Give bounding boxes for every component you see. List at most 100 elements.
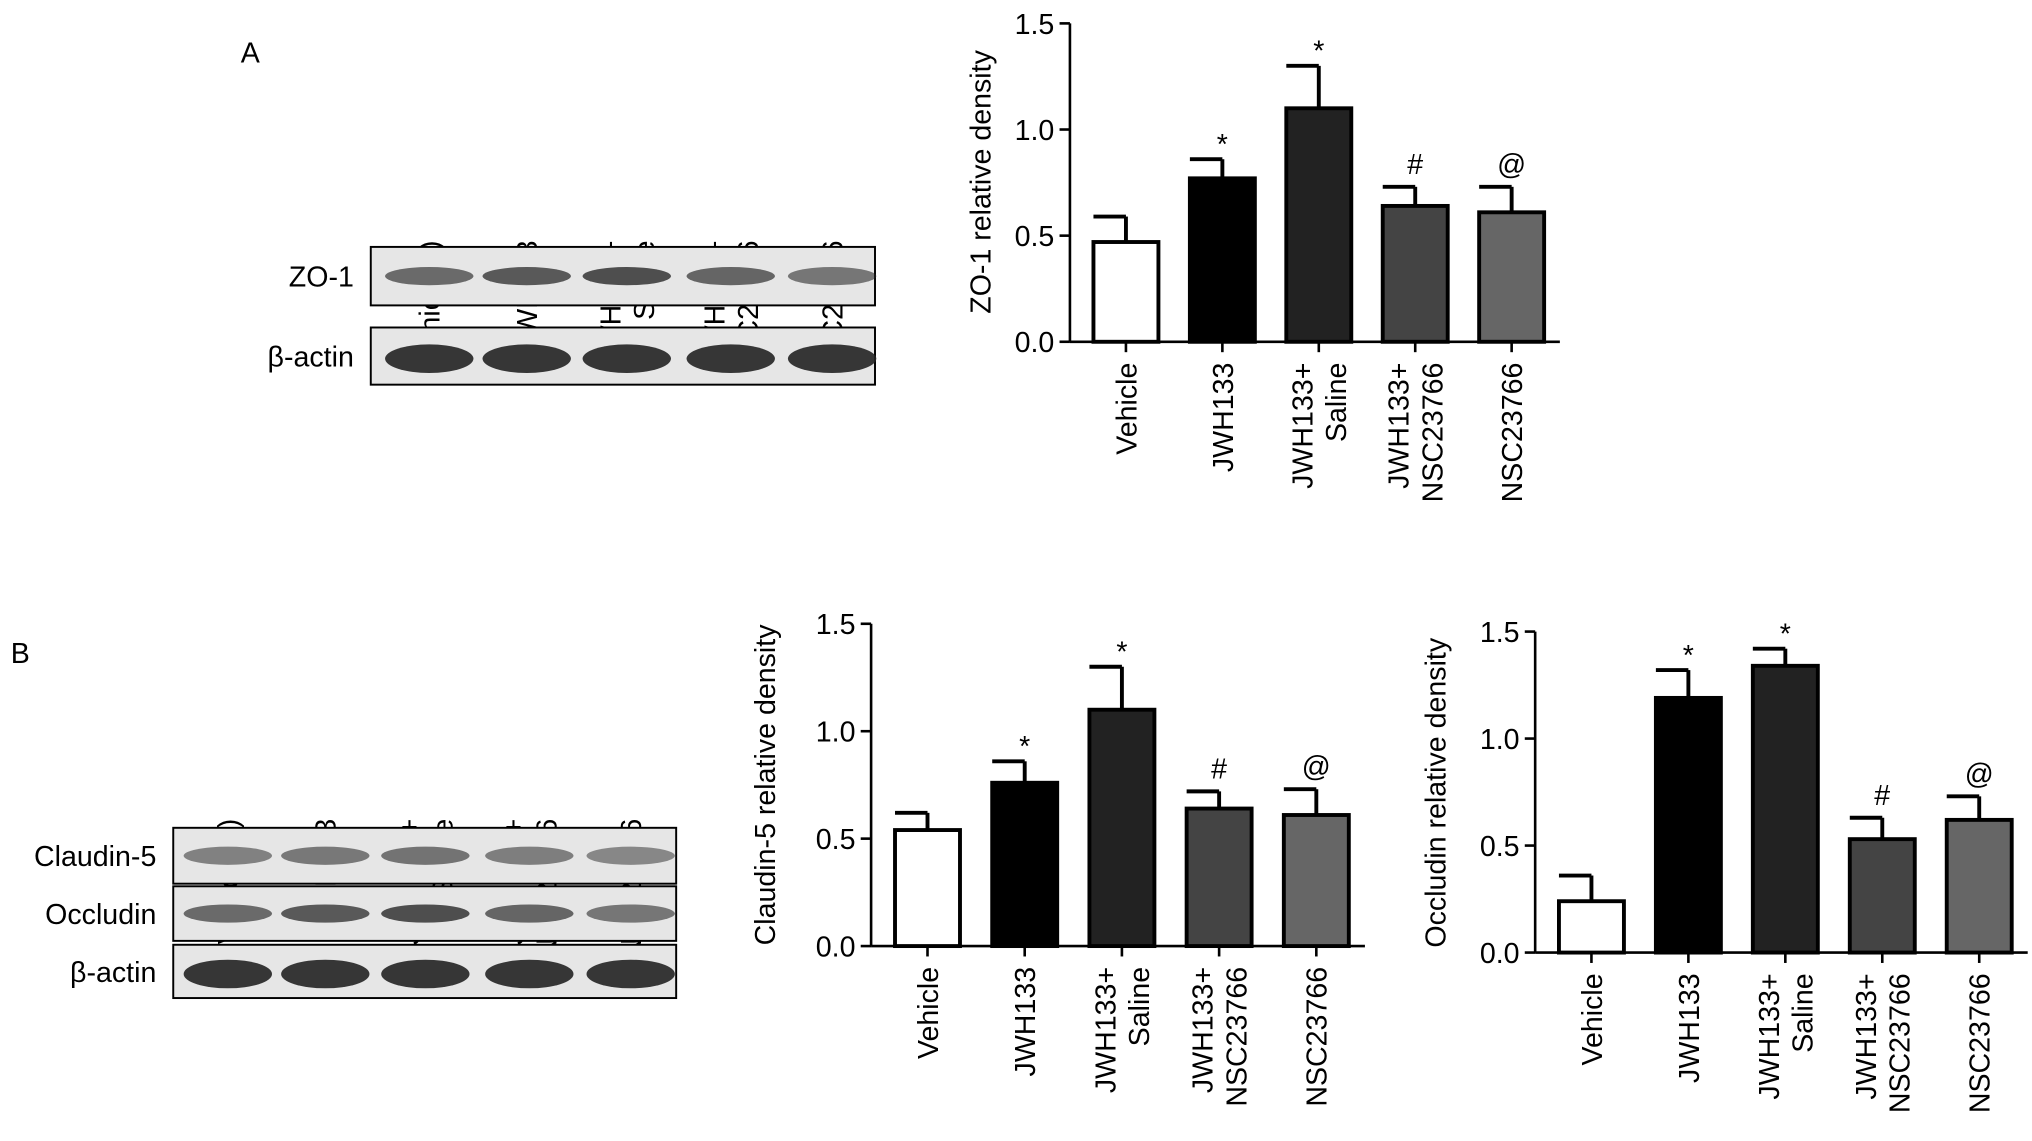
blot-band (281, 846, 370, 865)
blot-band (586, 846, 675, 865)
x-tick-label-line: Saline (1788, 973, 1820, 1052)
row-label: Occludin (45, 899, 156, 931)
bar (1281, 813, 1351, 949)
x-tick-label-group: JWH133 (1010, 967, 1042, 1077)
x-tick-label-line: JWH133+ (1188, 967, 1220, 1093)
blot-band (482, 267, 571, 286)
x-tick-label: JWH133+Saline (1287, 363, 1353, 489)
y-tick-label: 0.5 (816, 824, 856, 856)
x-tick-label: JWH133+NSC23766 (1188, 967, 1254, 1107)
x-tick-label-line: JWH133+ (1754, 973, 1786, 1099)
blot-band (582, 267, 671, 286)
significance-marker: @ (1965, 758, 1994, 790)
x-tick-label-line: Saline (1321, 363, 1353, 442)
x-tick-label-line: JWH133 (1208, 363, 1240, 473)
x-tick-label-group: JWH133+NSC23766 (1188, 967, 1254, 1107)
x-tick-label: JWH133+NSC23766 (1851, 973, 1917, 1113)
blot-band (281, 904, 370, 923)
y-tick-label: 1.5 (1480, 617, 1520, 649)
x-tick-label: Vehicle (1577, 973, 1609, 1065)
panel-letter: A (241, 37, 260, 69)
y-tick-label: 1.5 (816, 609, 856, 641)
bar (1087, 707, 1157, 949)
blot-band (686, 344, 775, 373)
significance-marker: @ (1302, 751, 1331, 783)
x-tick-label-line: NSC23766 (1221, 967, 1253, 1107)
x-tick-label-line: NSC23766 (1497, 363, 1529, 503)
x-tick-label-line: NSC23766 (1885, 973, 1917, 1113)
x-tick-label-line: JWH133+ (1384, 363, 1416, 489)
x-tick-label-group: NSC23766 (1965, 973, 1997, 1113)
significance-marker: * (1780, 618, 1791, 650)
significance-marker: # (1407, 149, 1423, 181)
blot-band (787, 344, 877, 373)
x-tick-label: JWH133 (1010, 967, 1042, 1077)
blot-band (385, 267, 474, 286)
x-tick-label-group: JWH133+NSC23766 (1384, 363, 1450, 503)
x-tick-label: NSC23766 (1497, 363, 1529, 503)
blot-band (381, 959, 470, 989)
y-tick-label: 0.5 (1480, 831, 1520, 863)
y-axis-label: Occludin relative density (1420, 637, 1452, 947)
significance-marker: @ (1497, 149, 1526, 181)
row-label: ZO-1 (289, 262, 354, 294)
x-tick-label-line: Saline (1124, 967, 1156, 1046)
x-tick-label-line: Vehicle (913, 967, 945, 1059)
x-tick-label-group: Vehicle (1111, 363, 1143, 455)
y-tick-label: 1.0 (1480, 724, 1520, 756)
bar (893, 828, 962, 949)
y-tick-label: 0.0 (816, 931, 856, 963)
y-tick-label: 1.0 (1015, 115, 1055, 147)
blot-band (183, 846, 273, 865)
x-tick-label: JWH133+Saline (1754, 973, 1820, 1099)
y-tick-label: 1.5 (1015, 9, 1055, 41)
x-tick-label-group: JWH133+Saline (1754, 973, 1820, 1099)
blot-band (586, 904, 675, 923)
blot-band (686, 267, 775, 286)
y-tick-label: 0.0 (1480, 938, 1520, 970)
x-tick-label-line: Vehicle (1577, 973, 1609, 1065)
x-tick-label-line: JWH133 (1674, 973, 1706, 1083)
blot-band (281, 959, 370, 989)
row-label: Claudin-5 (34, 841, 156, 873)
bar (1944, 817, 2014, 955)
blot-band (381, 846, 470, 865)
row-label: β-actin (70, 957, 156, 989)
row-label: β-actin (268, 341, 354, 373)
x-tick-label: Vehicle (913, 967, 945, 1059)
bar (1847, 837, 1917, 955)
x-tick-label-group: Vehicle (1577, 973, 1609, 1065)
blot-band (482, 344, 571, 373)
panel-letter: B (11, 638, 30, 670)
x-tick-label-line: Vehicle (1111, 363, 1143, 455)
significance-marker: * (1019, 731, 1030, 763)
blot-band (183, 959, 273, 989)
x-tick-label-group: Vehicle (913, 967, 945, 1059)
bar (1750, 663, 1820, 955)
blot-band (381, 904, 470, 923)
bar (1091, 240, 1161, 344)
x-tick-label: NSC23766 (1965, 973, 1997, 1113)
x-tick-label-group: JWH133+Saline (1287, 363, 1353, 489)
x-tick-label-group: NSC23766 (1497, 363, 1529, 503)
blot-band (787, 267, 877, 286)
x-tick-label-line: NSC23766 (1418, 363, 1450, 503)
blot-band (485, 904, 574, 923)
x-tick-label: JWH133+NSC23766 (1384, 363, 1450, 503)
bar (1187, 176, 1257, 344)
blot-band (183, 904, 273, 923)
bar (1477, 210, 1547, 344)
x-tick-label-group: JWH133+Saline (1090, 967, 1156, 1093)
bar (1380, 203, 1450, 344)
x-tick-label: JWH133 (1208, 363, 1240, 473)
x-tick-label-group: NSC23766 (1302, 967, 1334, 1107)
x-tick-label-line: NSC23766 (1965, 973, 1997, 1113)
y-tick-label: 1.0 (816, 717, 856, 749)
bar (1653, 695, 1723, 955)
x-tick-label: NSC23766 (1302, 967, 1334, 1107)
x-tick-label: Vehicle (1111, 363, 1143, 455)
y-axis-label: ZO-1 relative density (966, 49, 998, 313)
y-tick-label: 0.5 (1015, 221, 1055, 253)
x-tick-label-line: JWH133 (1010, 967, 1042, 1077)
blot-band (485, 846, 574, 865)
